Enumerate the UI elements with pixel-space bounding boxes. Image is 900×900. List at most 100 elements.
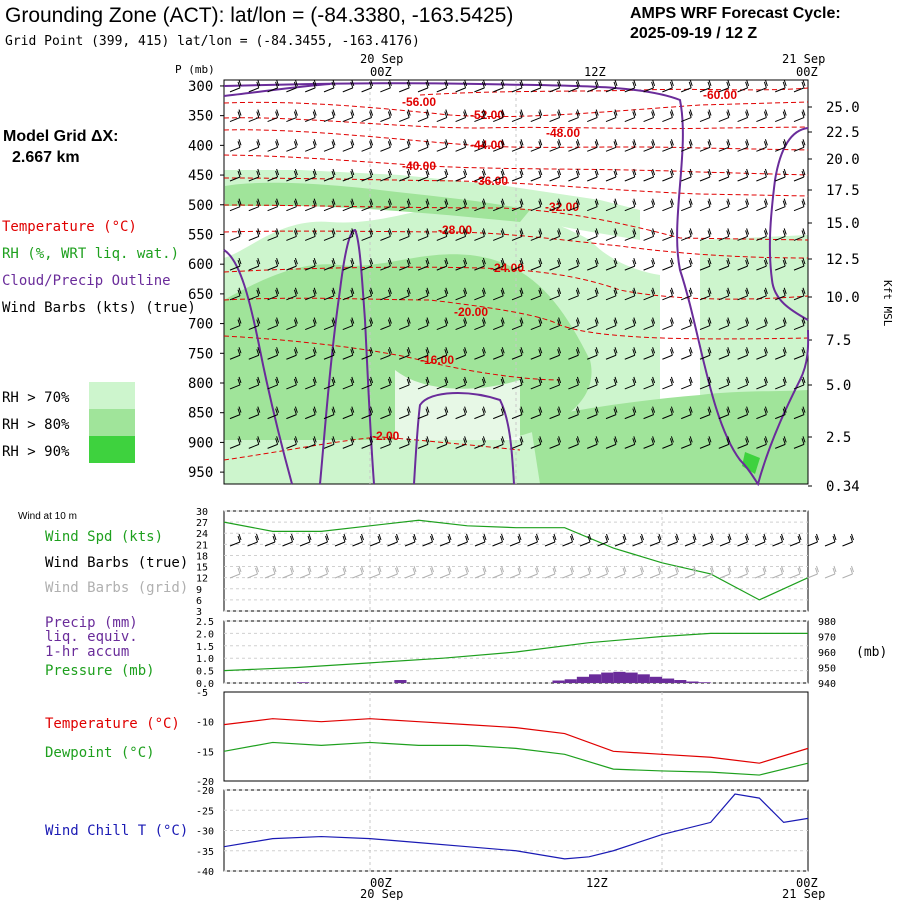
wind-barb	[605, 376, 618, 390]
bottom-tick-00z-b: 00Z	[796, 876, 818, 890]
true-wind-barb	[842, 533, 854, 547]
wind-barb	[756, 406, 768, 420]
wind-barb	[699, 198, 712, 212]
wind-barb	[267, 168, 280, 182]
pressure-tick-970: 970	[818, 633, 836, 644]
wind-barb	[549, 228, 562, 241]
wind-barb	[474, 109, 486, 123]
wind-barb	[455, 317, 468, 330]
wind-barb	[399, 257, 411, 271]
wind-barb	[549, 347, 562, 360]
wind-barb	[417, 257, 430, 271]
wind-barb	[530, 257, 543, 271]
true-wind-barb	[369, 533, 382, 547]
wind-chill-tick--25: -25	[196, 806, 214, 817]
wind-barb	[380, 198, 392, 212]
wind-barb	[229, 347, 242, 360]
grid-wind-barb	[474, 565, 487, 579]
wind-barb	[775, 436, 787, 449]
wind-barb	[718, 347, 731, 360]
wind-barb	[361, 406, 374, 420]
wind-barb	[305, 406, 317, 420]
wind-barb	[286, 376, 298, 390]
true-wind-barb	[719, 533, 732, 547]
true-wind-barb	[667, 533, 679, 547]
dewpoint-line	[223, 741, 809, 776]
wind-barb	[361, 436, 374, 449]
wind-barb	[455, 376, 468, 390]
wind-barb	[248, 257, 261, 271]
wind-chill-tick--35: -35	[196, 847, 214, 858]
model-grid-label: Model Grid ΔX:	[3, 128, 119, 145]
wind-barb	[662, 257, 674, 271]
wind-barb	[737, 317, 750, 330]
wind-barb	[399, 436, 411, 449]
wind-barb	[248, 168, 261, 182]
wind-tick-21: 21	[196, 540, 208, 551]
wind-barb	[380, 376, 392, 390]
wind-barb	[305, 317, 317, 330]
wind-barb	[342, 317, 355, 330]
wind-barb	[493, 228, 505, 241]
wind-barb	[605, 228, 618, 241]
wind-barb	[305, 198, 317, 212]
grid-wind-barb	[352, 565, 364, 579]
wind-barb	[662, 376, 674, 390]
pressure-label: Pressure (mb)	[45, 663, 155, 679]
wind-barb	[380, 139, 392, 152]
wind-barb	[342, 376, 355, 390]
wind-barb	[286, 109, 298, 123]
wind-barb	[662, 198, 674, 212]
wind-barb	[587, 109, 599, 123]
wind-barb	[436, 109, 449, 123]
wind-barb	[436, 317, 449, 330]
wind-barb	[380, 317, 392, 330]
wind-barb	[605, 287, 618, 301]
wind-barb	[568, 347, 580, 360]
wind-barb	[361, 287, 374, 301]
wind-barb	[455, 168, 468, 182]
true-wind-barb	[282, 533, 294, 547]
wind-barb	[587, 198, 599, 212]
wind-barb	[737, 406, 750, 420]
wind-barb	[756, 257, 768, 271]
height-tick-6: 10.0	[826, 290, 860, 306]
wind-barb	[417, 287, 430, 301]
wind-barb	[361, 168, 374, 182]
wind-barb	[662, 436, 674, 449]
wind-barb	[286, 79, 298, 93]
cycle-label: AMPS WRF Forecast Cycle:	[630, 5, 841, 22]
wind-barb	[455, 436, 468, 449]
temperature-contour-5	[223, 177, 809, 197]
wind-barb	[775, 109, 787, 123]
grid-wind-barb	[264, 565, 277, 579]
precip-bar	[698, 682, 711, 683]
wind-barb	[305, 436, 317, 449]
grid-wind-barb	[299, 565, 312, 579]
wind-barb	[323, 406, 336, 420]
true-wind-barb	[649, 533, 662, 547]
wind-barb	[361, 228, 374, 241]
height-tick-1: 22.5	[826, 125, 860, 141]
wind-barb	[643, 79, 656, 93]
wind-barb	[417, 376, 430, 390]
wind-barb	[286, 317, 298, 330]
wind-tick-9: 9	[196, 585, 202, 596]
wind-barb	[587, 228, 599, 241]
precip-bar	[674, 680, 687, 683]
pressure-tick-750: 750	[188, 346, 213, 362]
wind-barb	[775, 168, 787, 182]
wind-barb	[229, 109, 242, 123]
height-tick-0: 25.0	[826, 100, 860, 116]
wind-barb	[305, 168, 317, 182]
wind-barb	[229, 317, 242, 330]
wind-barb	[699, 347, 712, 360]
true-wind-barb	[527, 533, 539, 547]
precip-panel: 2.52.0 1.51.0 0.50.0 980 970 960 950 940	[196, 617, 836, 690]
wind-barb	[587, 317, 599, 330]
wind-barb	[361, 79, 374, 93]
pressure-tick-400: 400	[188, 138, 213, 154]
rh-shade-4	[225, 182, 530, 222]
grid-wind-barb	[807, 565, 819, 579]
